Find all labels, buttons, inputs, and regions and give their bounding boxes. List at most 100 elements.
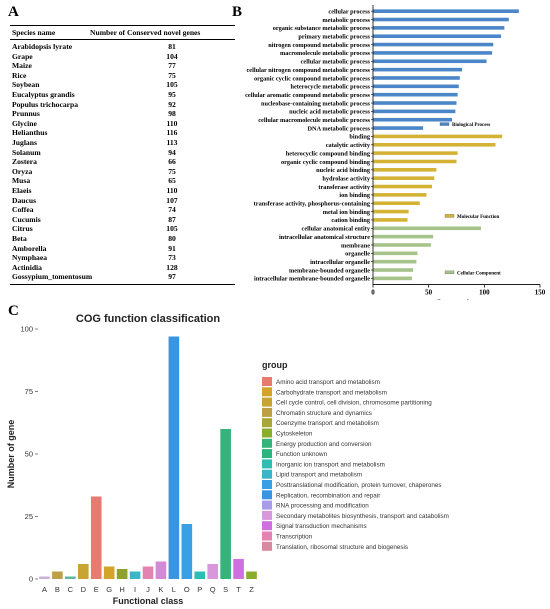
go-category-label: intracellular organelle [310, 259, 370, 266]
cog-y-tick-label: 50 [25, 450, 33, 459]
cog-x-tick-label: T [236, 585, 241, 594]
go-bar [373, 251, 418, 256]
go-category-label: cellular macromolecule metabolic process [258, 117, 370, 124]
go-category-label: organelle [345, 251, 370, 258]
go-bar [373, 134, 503, 139]
cog-bar [246, 571, 257, 579]
table-cell-count: 66 [168, 157, 176, 167]
table-cell-count: 110 [166, 186, 178, 195]
cog-bar [52, 571, 63, 579]
go-category-label: membrane-bounded organelle [289, 267, 370, 274]
go-bar [373, 142, 496, 147]
go-bar [373, 201, 420, 206]
table-row: Coffea 74 [10, 205, 235, 214]
go-bar [373, 209, 409, 214]
table-cell-count: 92 [168, 99, 176, 109]
table-cell-species: Gossypium_tomentosum [12, 272, 93, 282]
cog-x-tick-label: D [81, 585, 87, 594]
cog-legend-label: Amino acid transport and metabolism [276, 379, 380, 386]
table-cell-species: Populus trichocarpa [12, 99, 79, 109]
go-category-label: metabolic process [322, 17, 370, 24]
panel-label-c: C [8, 303, 19, 319]
cog-legend-swatch [262, 490, 272, 500]
go-category-label: nitrogen compound metabolic process [268, 42, 370, 49]
cog-legend-label: Replication, recombination and repair [276, 492, 380, 499]
table-cell-count: 73 [168, 253, 176, 263]
table-cell-species: Beta [12, 234, 27, 243]
go-bar [373, 42, 494, 47]
table-cell-species: Glycine [12, 118, 37, 128]
table-row: Soybean 105 [10, 80, 235, 89]
table-row: Rice 75 [10, 71, 235, 80]
table-cell-species: Citrus [12, 224, 33, 234]
go-category-label: cellular nitrogen compound metabolic pro… [247, 67, 371, 74]
go-bar [373, 176, 435, 180]
cog-x-tick-label: Z [249, 585, 254, 594]
go-bar [373, 226, 481, 231]
cog-legend-swatch [262, 418, 272, 428]
table-row: Oryza 75 [10, 167, 235, 176]
go-bar [373, 67, 463, 72]
table-cell-count: 128 [166, 262, 178, 272]
cog-legend-swatch [262, 397, 272, 407]
go-bar [373, 34, 502, 39]
cog-bar [233, 559, 244, 579]
go-category-label: catalytic activity [326, 142, 371, 149]
panel-label-b: B [232, 4, 243, 20]
table-cell-count: 95 [168, 90, 176, 99]
cog-legend-swatch [262, 510, 272, 520]
go-category-label: cellular metabolic process [301, 59, 371, 66]
cog-legend-swatch [262, 469, 272, 479]
cog-x-tick-label: G [106, 585, 112, 594]
table-row: Prunnus 98 [10, 109, 235, 118]
cog-chart-title: COG function classification [76, 313, 221, 325]
cog-bar [181, 524, 193, 579]
table-cell-count: 74 [168, 205, 176, 215]
table-row: Gossypium_tomentosum 97 [10, 272, 235, 281]
table-cell-species: Eucalyptus grandis [12, 90, 75, 99]
table-row: Beta 80 [10, 234, 235, 243]
go-category-label: macromolecule metabolic process [280, 50, 371, 57]
cog-x-tick-label: E [94, 585, 99, 594]
go-category-label: DNA metabolic process [308, 125, 371, 132]
cog-legend-title: group [262, 360, 288, 370]
table-cell-count: 116 [166, 128, 178, 138]
cog-legend-swatch [262, 531, 272, 541]
go-x-tick-label: 150 [535, 289, 546, 297]
cog-legend-label: Posttranslational modification, protein … [276, 482, 442, 489]
cog-y-tick-label: 75 [25, 387, 33, 396]
table-top-rule [10, 25, 235, 26]
cog-bar [155, 561, 167, 579]
cog-legend-swatch [262, 541, 272, 551]
go-bar [373, 101, 457, 105]
table-cell-count: 77 [168, 61, 176, 71]
cog-bar [103, 566, 115, 579]
go-bar [373, 276, 412, 281]
go-bar [373, 151, 458, 155]
table-header-species: Species name [12, 28, 56, 37]
go-category-label: cellular aromatic compound metabolic pro… [245, 92, 370, 99]
go-category-label: heterocyclic compound binding [286, 150, 371, 157]
cog-legend-swatch [262, 500, 272, 510]
cog-bar [90, 496, 102, 579]
table-row: Maize 77 [10, 61, 235, 70]
table-cell-species: Maize [12, 61, 32, 71]
cog-bar [194, 571, 206, 579]
table-cell-count: 87 [168, 214, 176, 224]
go-x-tick-label: 100 [479, 289, 490, 297]
table-header-rule [10, 39, 235, 40]
cog-legend-label: Lipid transport and metabolism [276, 472, 362, 479]
table-cell-count: 113 [166, 138, 178, 147]
table-cell-count: 75 [168, 166, 176, 176]
go-category-label: hydrolase activity [322, 175, 370, 182]
cog-bar [220, 429, 231, 579]
cog-legend-label: Energy production and conversion [276, 441, 372, 448]
go-category-label: ion binding [339, 192, 370, 199]
table-row: Actinidia 128 [10, 263, 235, 272]
go-bar [373, 59, 487, 64]
go-bar [373, 268, 414, 272]
go-category-label: organic substance metabolic process [273, 25, 371, 32]
table-cell-count: 94 [168, 147, 176, 157]
cog-y-tick-label: 0 [29, 575, 33, 584]
